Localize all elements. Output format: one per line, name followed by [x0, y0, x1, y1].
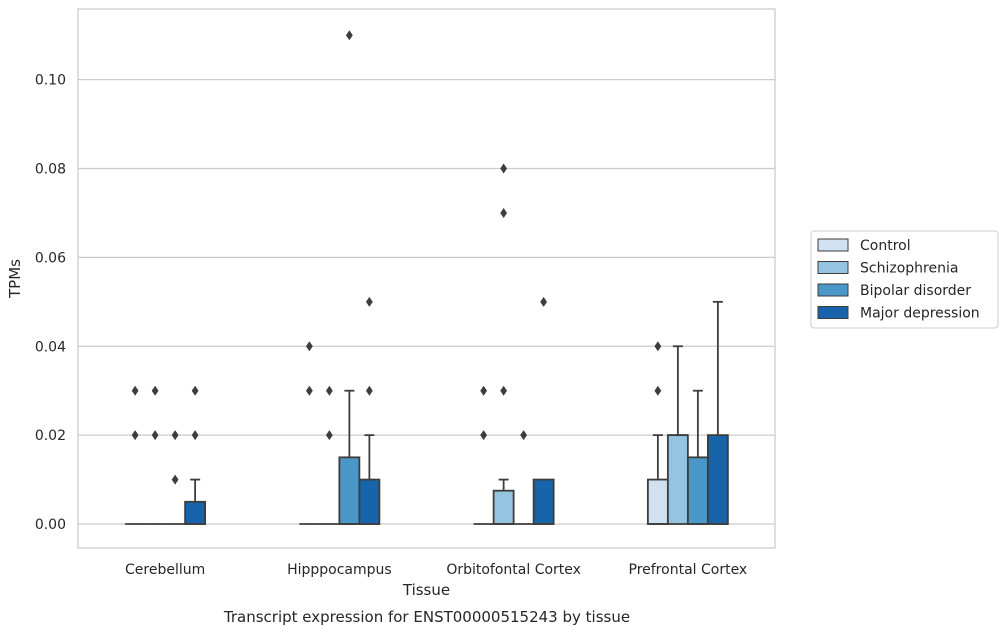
box-iqr: [358, 478, 381, 525]
y-tick-label: 0.04: [35, 339, 66, 355]
box-bipolar-disorder: [338, 30, 361, 525]
box-major-depression: [358, 296, 381, 525]
outlier-point: [171, 474, 179, 485]
outlier-point: [345, 30, 353, 41]
box-major-depression: [706, 300, 729, 525]
y-tick-label: 0.08: [35, 162, 66, 178]
box-schizophrenia: [666, 345, 689, 525]
legend-swatch: [817, 306, 849, 319]
y-tick-label: 0.02: [35, 428, 66, 444]
box-bipolar-disorder: [165, 430, 186, 525]
box-iqr: [686, 456, 709, 525]
legend-frame: [810, 230, 999, 329]
outlier-point: [151, 430, 159, 441]
x-tick-labels: Cerebellum Hipppocampus Orbitofontal Corte…: [125, 562, 747, 578]
outlier-point: [500, 207, 508, 218]
box-schizophrenia: [492, 163, 515, 525]
outlier-point: [365, 296, 373, 307]
box-control: [299, 341, 320, 525]
legend-swatch: [817, 261, 849, 274]
legend: Control Schizophrenia Bipolar disorder Majo…: [810, 230, 999, 329]
outlier-point: [500, 385, 508, 396]
outlier-point: [520, 430, 528, 441]
box-bipolar-disorder: [513, 430, 534, 525]
legend-label: Major depression: [860, 306, 980, 322]
legend-swatch: [817, 238, 849, 252]
box-schizophrenia: [145, 385, 166, 525]
outlier-point: [171, 430, 179, 441]
outlier-point: [131, 385, 139, 396]
outlier-point: [325, 385, 333, 396]
box-iqr: [532, 478, 555, 525]
box-major-depression: [184, 385, 207, 525]
outlier-point: [325, 430, 333, 441]
box-iqr: [666, 434, 689, 525]
box-control: [125, 385, 146, 525]
outlier-point: [480, 430, 488, 441]
box-control: [473, 385, 494, 525]
box-iqr: [706, 434, 729, 525]
x-tick-label: Cerebellum: [125, 562, 205, 578]
box-schizophrenia: [319, 385, 340, 525]
x-tick-label: Prefrontal Cortex: [629, 562, 748, 578]
box-iqr: [338, 456, 361, 525]
box-iqr: [492, 489, 515, 525]
outlier-point: [654, 341, 662, 352]
outlier-point: [500, 163, 508, 174]
x-tick-label: Orbitofontal Cortex: [446, 562, 581, 578]
outlier-point: [480, 385, 488, 396]
outlier-point: [540, 296, 548, 307]
y-tick-label: 0.00: [35, 517, 66, 533]
box-iqr: [184, 500, 207, 525]
box-plots: [125, 30, 729, 525]
legend-label: Control: [860, 238, 911, 254]
outlier-point: [365, 385, 373, 396]
outlier-point: [191, 385, 199, 396]
y-tick-label: 0.06: [35, 250, 66, 266]
outlier-point: [305, 341, 313, 352]
plot-frame: [77, 8, 776, 549]
x-tick-label: Hipppocampus: [287, 562, 392, 578]
box-control: [646, 341, 669, 525]
y-tick-label: 0.10: [35, 73, 66, 89]
outlier-point: [191, 430, 199, 441]
outlier-point: [654, 385, 662, 396]
y-axis-title: TPMs: [6, 259, 24, 299]
outlier-point: [151, 385, 159, 396]
outlier-point: [305, 385, 313, 396]
legend-label: Schizophrenia: [860, 261, 958, 277]
box-major-depression: [532, 296, 555, 525]
box-bipolar-disorder: [686, 389, 709, 525]
chart-caption: Transcript expression for ENST0000051524…: [223, 608, 630, 626]
box-iqr: [646, 478, 669, 525]
legend-label: Bipolar disorder: [860, 283, 971, 299]
y-tick-labels: 0.00 0.02 0.04 0.06 0.08 0.10: [35, 73, 66, 533]
outlier-point: [131, 430, 139, 441]
x-axis-title: Tissue: [402, 581, 450, 599]
legend-swatch: [817, 283, 849, 297]
